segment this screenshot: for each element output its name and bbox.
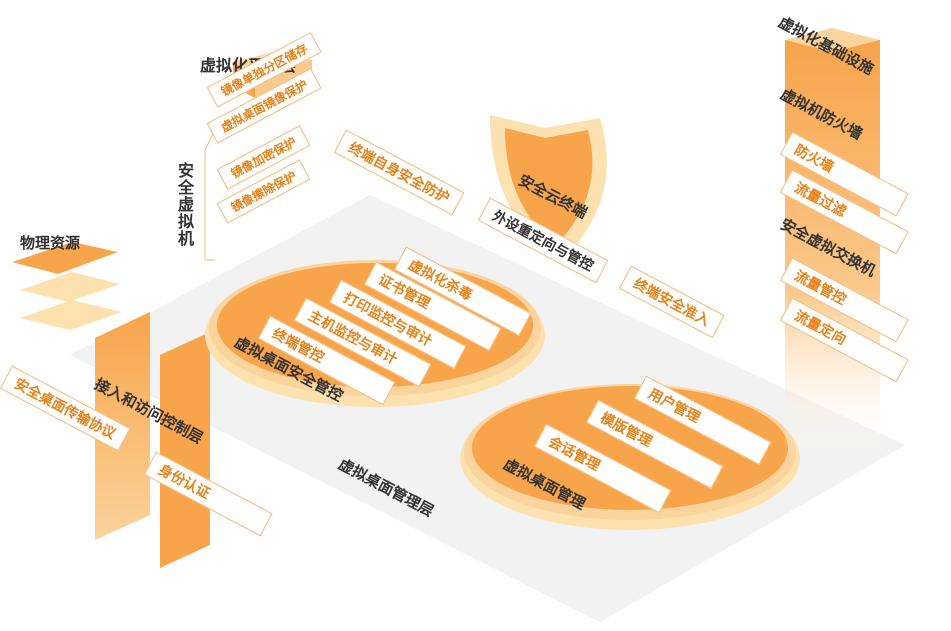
physical-slab-2	[20, 272, 120, 302]
shield-inner-icon	[505, 128, 593, 245]
physical-slab-1	[12, 242, 118, 274]
platform-cube-side	[255, 60, 312, 98]
platform-bracket	[204, 129, 216, 261]
platform-side-label: 安全虚拟机	[175, 162, 194, 247]
physical-slab-3	[20, 300, 122, 330]
infra-pillar-top	[785, 28, 880, 52]
physical-title: 物理资源	[20, 234, 81, 252]
access-bar-right	[160, 332, 210, 568]
